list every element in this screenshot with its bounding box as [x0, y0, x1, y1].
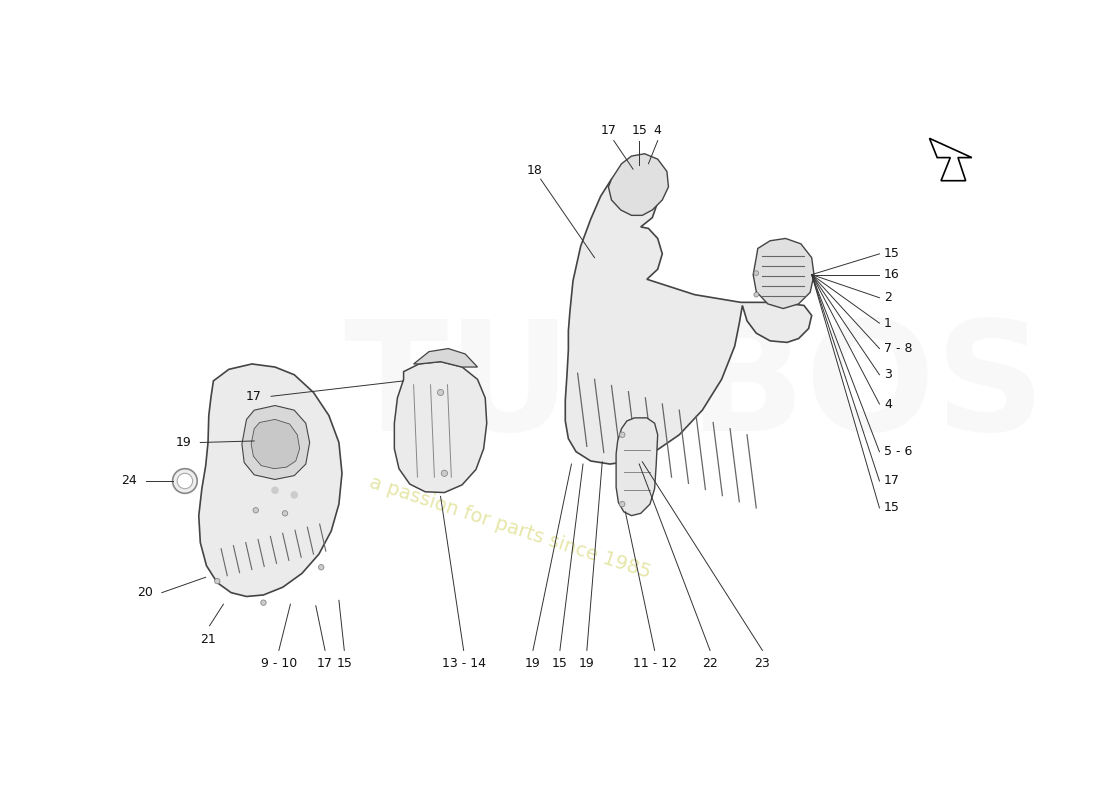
Text: 9 - 10: 9 - 10	[261, 657, 297, 670]
Circle shape	[253, 507, 258, 513]
Circle shape	[283, 510, 288, 516]
Text: 17: 17	[601, 124, 616, 137]
Text: 21: 21	[200, 634, 216, 646]
Text: 15: 15	[552, 657, 568, 670]
Circle shape	[441, 470, 448, 476]
Text: 18: 18	[527, 164, 542, 177]
Circle shape	[272, 487, 278, 494]
Text: 15: 15	[884, 247, 900, 260]
Text: 19: 19	[579, 657, 595, 670]
Text: 15: 15	[337, 657, 352, 670]
Text: 11 - 12: 11 - 12	[632, 657, 676, 670]
Text: 1: 1	[884, 317, 892, 330]
Circle shape	[292, 492, 297, 498]
Text: 23: 23	[755, 657, 770, 670]
Text: 7 - 8: 7 - 8	[884, 342, 913, 355]
Text: 15: 15	[631, 124, 647, 137]
Text: TURBOS: TURBOS	[343, 314, 1046, 463]
Text: 3: 3	[884, 368, 892, 382]
Text: 20: 20	[136, 586, 153, 599]
Polygon shape	[616, 418, 658, 516]
Text: 19: 19	[175, 436, 191, 449]
Text: 17: 17	[317, 657, 333, 670]
Polygon shape	[251, 419, 299, 469]
Polygon shape	[930, 138, 972, 181]
Polygon shape	[199, 364, 342, 597]
Text: 17: 17	[246, 390, 262, 403]
Circle shape	[319, 565, 323, 570]
Text: 4: 4	[653, 124, 661, 137]
Text: 22: 22	[702, 657, 718, 670]
Circle shape	[754, 292, 759, 297]
Text: a passion for parts since 1985: a passion for parts since 1985	[366, 473, 653, 582]
Circle shape	[754, 270, 759, 275]
Text: 16: 16	[884, 268, 900, 281]
Text: 19: 19	[525, 657, 541, 670]
Text: 13 - 14: 13 - 14	[442, 657, 486, 670]
Circle shape	[173, 469, 197, 494]
Circle shape	[214, 578, 220, 584]
Circle shape	[619, 502, 625, 506]
Circle shape	[261, 600, 266, 606]
Circle shape	[619, 432, 625, 438]
Text: 24: 24	[121, 474, 136, 487]
Polygon shape	[608, 154, 669, 215]
Polygon shape	[754, 238, 814, 309]
Circle shape	[438, 390, 443, 395]
Text: 4: 4	[884, 398, 892, 410]
Polygon shape	[565, 167, 812, 464]
Polygon shape	[395, 362, 486, 493]
Polygon shape	[242, 406, 310, 479]
Text: 17: 17	[884, 474, 900, 487]
Text: 15: 15	[884, 502, 900, 514]
Text: 5 - 6: 5 - 6	[884, 446, 912, 458]
Text: 2: 2	[884, 291, 892, 304]
Circle shape	[177, 474, 192, 489]
Polygon shape	[414, 349, 477, 367]
